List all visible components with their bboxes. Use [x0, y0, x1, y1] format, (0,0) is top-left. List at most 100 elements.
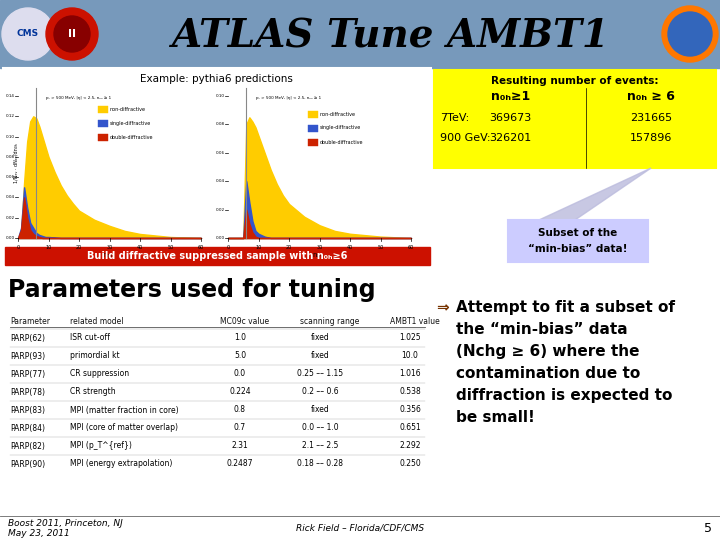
- Text: II: II: [68, 29, 76, 39]
- Text: Boost 2011, Princeton, NJ: Boost 2011, Princeton, NJ: [8, 519, 122, 529]
- Text: CR strength: CR strength: [70, 388, 116, 396]
- Text: 0.08: 0.08: [216, 123, 225, 126]
- Text: 50: 50: [377, 245, 384, 250]
- Circle shape: [46, 8, 98, 60]
- Text: 0.0: 0.0: [234, 369, 246, 379]
- Text: 0.06: 0.06: [6, 175, 15, 179]
- Circle shape: [662, 6, 718, 62]
- Text: 10: 10: [45, 245, 52, 250]
- Circle shape: [2, 8, 54, 60]
- Text: single-diffractive: single-diffractive: [109, 121, 151, 126]
- Text: scanning range: scanning range: [300, 318, 359, 327]
- Text: 30: 30: [316, 245, 323, 250]
- Text: PARP(78): PARP(78): [10, 388, 45, 396]
- Text: Resulting number of events:: Resulting number of events:: [491, 76, 659, 86]
- Text: 2.292: 2.292: [400, 442, 420, 450]
- Text: 1.0: 1.0: [234, 334, 246, 342]
- Bar: [586, 88, 712, 168]
- Bar: [220, 88, 415, 238]
- Bar: [307, 125, 318, 132]
- Text: 30: 30: [107, 245, 112, 250]
- Text: 0.7: 0.7: [234, 423, 246, 433]
- Text: 0.10: 0.10: [6, 134, 15, 139]
- Text: 60: 60: [198, 245, 204, 250]
- Text: 0.2 –– 0.6: 0.2 –– 0.6: [302, 388, 338, 396]
- Text: 0.250: 0.250: [399, 460, 421, 469]
- Text: 0.651: 0.651: [399, 423, 421, 433]
- Text: 0.10: 0.10: [216, 94, 225, 98]
- Text: 40: 40: [347, 245, 353, 250]
- Text: related model: related model: [70, 318, 124, 327]
- Text: ATLAS Tune AMBT1: ATLAS Tune AMBT1: [171, 17, 609, 55]
- Text: 2.31: 2.31: [232, 442, 248, 450]
- Circle shape: [54, 16, 90, 52]
- Text: n₀ₕ: n₀ₕ: [312, 252, 323, 258]
- Text: 900 GeV:: 900 GeV:: [440, 133, 490, 143]
- Bar: [0, 0, 720, 68]
- Text: non-diffractive: non-diffractive: [320, 111, 356, 117]
- Text: 0.538: 0.538: [399, 388, 421, 396]
- Text: AMBT1 value: AMBT1 value: [390, 318, 440, 327]
- Text: 369673: 369673: [489, 113, 531, 123]
- Text: 7TeV:: 7TeV:: [440, 113, 469, 123]
- Text: Rick Field – Florida/CDF/CMS: Rick Field – Florida/CDF/CMS: [296, 523, 424, 532]
- Text: PARP(83): PARP(83): [10, 406, 45, 415]
- Text: 0: 0: [17, 245, 19, 250]
- Text: 10: 10: [256, 245, 261, 250]
- Text: 0.08: 0.08: [6, 155, 15, 159]
- Text: n₀ₕ≥1: n₀ₕ≥1: [490, 90, 530, 103]
- Text: ISR cut-off: ISR cut-off: [70, 334, 110, 342]
- Text: diffraction is expected to: diffraction is expected to: [456, 388, 672, 403]
- Bar: [98, 134, 108, 141]
- Text: MPI (matter fraction in core): MPI (matter fraction in core): [70, 406, 179, 415]
- Text: 0.04: 0.04: [216, 179, 225, 183]
- Text: n₀ₕ: n₀ₕ: [102, 252, 112, 258]
- Text: CR suppression: CR suppression: [70, 369, 129, 379]
- Text: pₜ > 500 MeV, |η| < 2.5, n₀ₕ ≥ 1: pₜ > 500 MeV, |η| < 2.5, n₀ₕ ≥ 1: [45, 96, 111, 100]
- Text: the “min-bias” data: the “min-bias” data: [456, 322, 628, 337]
- Text: Parameter: Parameter: [10, 318, 50, 327]
- Text: PARP(62): PARP(62): [10, 334, 45, 342]
- Bar: [508, 220, 648, 262]
- Bar: [8, 365, 425, 473]
- Text: 0.00: 0.00: [216, 236, 225, 240]
- Text: fixed: fixed: [310, 334, 329, 342]
- Bar: [3, 68, 431, 296]
- Text: 5: 5: [704, 522, 712, 535]
- Text: pₜ > 500 MeV, |η| < 2.5, n₀ₕ ≥ 1: pₜ > 500 MeV, |η| < 2.5, n₀ₕ ≥ 1: [256, 96, 321, 100]
- Text: 0.356: 0.356: [399, 406, 421, 415]
- Text: CMS: CMS: [17, 30, 39, 38]
- Text: MPI (core of matter overlap): MPI (core of matter overlap): [70, 423, 178, 433]
- Text: MC09c value: MC09c value: [220, 318, 269, 327]
- Bar: [3, 268, 431, 516]
- Text: 0.25 –– 1.15: 0.25 –– 1.15: [297, 369, 343, 379]
- Text: 50: 50: [167, 245, 174, 250]
- Text: MPI (energy extrapolation): MPI (energy extrapolation): [70, 460, 172, 469]
- Text: 0.0 –– 1.0: 0.0 –– 1.0: [302, 423, 338, 433]
- Text: 0.224: 0.224: [229, 388, 251, 396]
- Text: ⇒: ⇒: [436, 300, 449, 315]
- Text: 0.18 –– 0.28: 0.18 –– 0.28: [297, 460, 343, 469]
- Text: n₀ₕ ≥ 6: n₀ₕ ≥ 6: [627, 90, 675, 103]
- Text: 20: 20: [76, 245, 82, 250]
- Text: (Nchg ≥ 6) where the: (Nchg ≥ 6) where the: [456, 344, 639, 359]
- Text: contamination due to: contamination due to: [456, 366, 640, 381]
- Text: PARP(77): PARP(77): [10, 369, 45, 379]
- Text: Build diffractive suppressed sample with n₀ₕ≥6: Build diffractive suppressed sample with…: [87, 251, 347, 261]
- Text: 2.1 –– 2.5: 2.1 –– 2.5: [302, 442, 338, 450]
- Text: 1.016: 1.016: [399, 369, 420, 379]
- Text: non-diffractive: non-diffractive: [109, 107, 145, 112]
- Text: 5.0: 5.0: [234, 352, 246, 361]
- Text: May 23, 2011: May 23, 2011: [8, 530, 70, 538]
- Text: 0.06: 0.06: [216, 151, 225, 155]
- Text: double-diffractive: double-diffractive: [320, 139, 364, 145]
- Text: PARP(82): PARP(82): [10, 442, 45, 450]
- Text: Attempt to fit a subset of: Attempt to fit a subset of: [456, 300, 675, 315]
- Text: 0.8: 0.8: [234, 406, 246, 415]
- Text: “min-bias” data!: “min-bias” data!: [528, 244, 628, 254]
- Text: double-diffractive: double-diffractive: [109, 135, 153, 140]
- Text: 0.14: 0.14: [6, 94, 15, 98]
- Bar: [434, 70, 716, 168]
- Text: 0.12: 0.12: [6, 114, 15, 118]
- Bar: [98, 106, 108, 113]
